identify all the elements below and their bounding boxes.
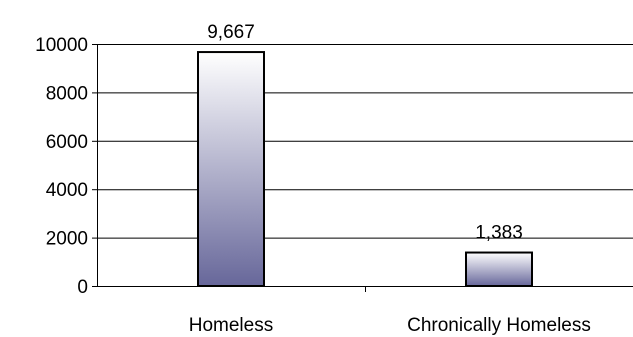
y-tick-label: 4000 xyxy=(46,180,88,201)
y-axis: 0 2000 4000 6000 8000 10000 xyxy=(35,35,98,298)
y-tick-label: 10000 xyxy=(35,35,88,56)
data-label: 1,383 xyxy=(475,223,523,244)
y-tick-label: 0 xyxy=(77,277,88,298)
data-label: 9,667 xyxy=(207,22,255,43)
y-tick-label: 2000 xyxy=(46,229,88,250)
bars xyxy=(197,51,533,288)
bar-homeless xyxy=(197,51,265,288)
category-label: Chronically Homeless xyxy=(407,315,591,336)
y-tick-label: 6000 xyxy=(46,132,88,153)
data-labels: 9,667 1,383 xyxy=(207,22,523,243)
bar-chronically-homeless xyxy=(465,251,533,288)
x-axis: Homeless Chronically Homeless xyxy=(97,286,633,336)
gridlines xyxy=(97,44,633,239)
y-tick-label: 8000 xyxy=(46,83,88,104)
category-label: Homeless xyxy=(189,315,273,336)
